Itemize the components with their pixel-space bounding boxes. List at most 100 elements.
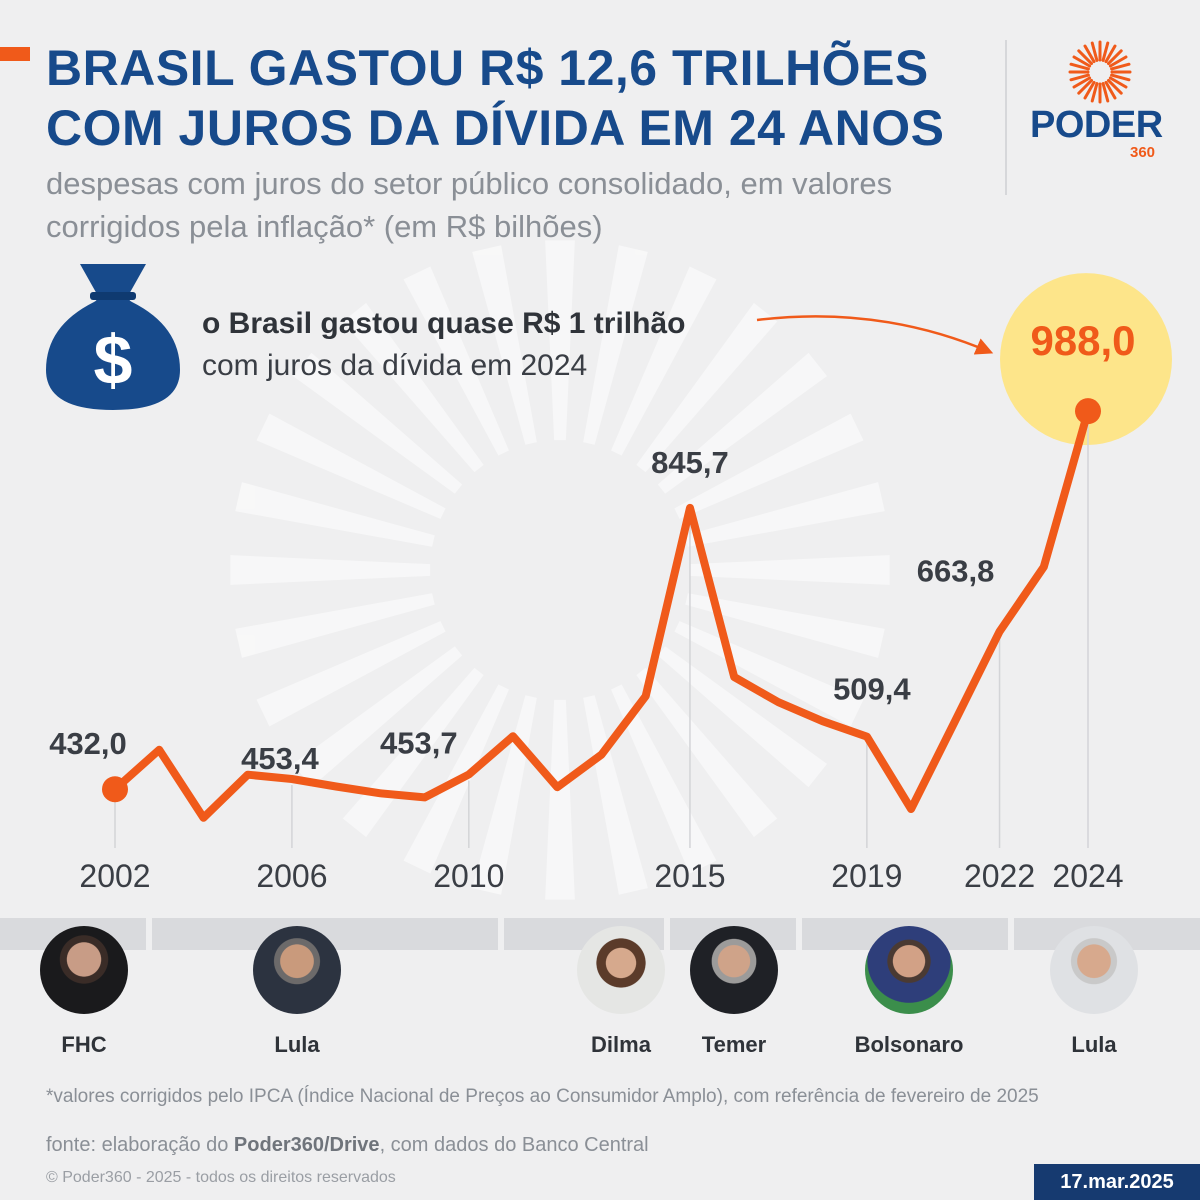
logo-ray [1110,62,1131,71]
avatar [40,926,128,1014]
x-tick-label: 2019 [831,858,902,894]
background-ray [685,593,885,658]
x-tick-label: 2022 [964,858,1035,894]
data-label: 663,8 [917,554,995,589]
logo-sub: 360 [1130,144,1156,161]
logo-ray [1108,76,1128,89]
callout-bold: o Brasil gastou quase R$ 1 trilhão [202,307,686,340]
page-title: BRASIL GASTOU R$ 12,6 TRILHÕES COM JUROS… [46,40,945,156]
x-tick-label: 2006 [256,858,327,894]
data-label: 845,7 [651,445,729,480]
logo-ray [1110,73,1131,82]
source-bold: Poder360/Drive [233,1134,380,1156]
data-label: 988,0 [1030,317,1135,364]
logo-ray [1104,44,1117,64]
header-divider [1005,40,1007,195]
logo-ray [1083,80,1096,100]
background-ray [403,266,509,456]
money-bag-icon: $ [46,264,180,410]
footnote: *valores corrigidos pelo IPCA (Índice Na… [46,1086,1039,1107]
logo-ray [1090,41,1099,62]
source-line: fonte: elaboração do Poder360/Drive, com… [46,1134,649,1157]
data-label: 453,7 [380,725,458,760]
background-ray [636,667,778,837]
background-ray [583,695,648,895]
series-line [111,407,1092,822]
copyright: © Poder360 - 2025 - todos os direitos re… [46,1169,396,1186]
x-tick-label: 2024 [1052,858,1123,894]
president-lula-1: Lula [237,926,357,1058]
svg-text:$: $ [94,321,133,399]
background-ray [685,482,885,547]
president-bolsonaro: Bolsonaro [849,926,969,1058]
callout-detail: com juros da dívida em 2024 [202,349,588,382]
avatar [253,926,341,1014]
logo-ray [1072,55,1092,68]
source-suffix: , com dados do Banco Central [379,1134,649,1156]
background-ray [472,245,537,445]
accent-bar [0,47,30,61]
background-ray [674,621,864,727]
background-ray [230,555,431,585]
president-name: Temer [701,1032,767,1057]
data-label: 432,0 [49,726,127,761]
logo-ray [1090,82,1099,103]
data-label: 509,4 [833,672,911,707]
source-prefix: fonte: elaboração do [46,1134,234,1156]
background-ray [657,646,827,788]
callout-text: o Brasil gastou quase R$ 1 trilhão com j… [202,303,685,387]
logo-text: PODER [1030,104,1163,146]
logo-ray [1101,82,1110,103]
president-name: FHC [61,1032,107,1057]
background-ray [235,482,435,547]
president-temer: Temer [674,926,794,1058]
logo-ray [1104,80,1117,100]
logo-ray [1083,44,1096,64]
background-ray [583,245,648,445]
president-lula-3: Lula [1034,926,1154,1058]
highlight-circle [1000,273,1172,446]
avatar [690,926,778,1014]
background-ray [657,352,827,494]
avatar [865,926,953,1014]
background-ray [674,413,864,519]
logo-ray [1072,76,1092,89]
logo-ray [1077,49,1094,66]
background-ray [293,352,463,494]
background-ray [256,413,446,519]
president-name: Dilma [591,1032,651,1057]
avatar [577,926,665,1014]
background-ray [545,240,575,441]
background-ray [545,699,575,900]
background-ray [636,303,778,473]
sun-logo-icon [1068,40,1132,104]
x-tick-label: 2002 [79,858,150,894]
logo-ray [1101,41,1110,62]
logo-ray [1077,78,1094,95]
poder360-logo[interactable]: PODER 360 [1025,40,1175,170]
background-ray [611,266,717,456]
logo-ray [1106,49,1123,66]
president-fhc: FHC [24,926,144,1058]
background-ray [235,593,435,658]
president-name: Lula [1071,1032,1117,1057]
end-point [1075,398,1101,425]
background-ray [293,646,463,788]
avatar [1050,926,1138,1014]
date-badge: 17.mar.2025 [1034,1164,1200,1200]
x-tick-label: 2010 [433,858,504,894]
president-name: Bolsonaro [854,1032,964,1057]
start-point [102,776,128,803]
president-dilma: Dilma [561,926,681,1058]
background-ray [256,621,446,727]
logo-ray [1106,78,1123,95]
president-name: Lula [274,1032,320,1057]
logo-ray [1108,55,1128,68]
callout-arrow [756,315,994,355]
background-ray [342,303,484,473]
logo-ray [1069,73,1090,82]
x-tick-label: 2015 [654,858,725,894]
logo-ray [1069,62,1090,71]
